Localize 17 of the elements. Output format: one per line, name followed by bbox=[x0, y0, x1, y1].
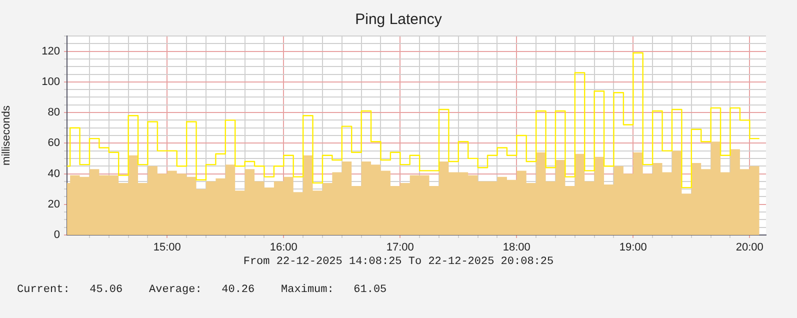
y-tick-label: 40 bbox=[48, 168, 60, 180]
chart-title: Ping Latency bbox=[354, 11, 443, 28]
x-tick-label: 18:00 bbox=[502, 242, 530, 254]
x-tick-label: 19:00 bbox=[619, 242, 647, 254]
y-axis-title: milliseconds bbox=[0, 105, 13, 166]
y-tick-label: 60 bbox=[48, 137, 60, 150]
y-tick-label: 80 bbox=[48, 106, 60, 119]
x-tick-label: 15:00 bbox=[153, 242, 181, 254]
text: Current: 45.06 Average: 40.26 Maximum: 61.05 bbox=[17, 284, 387, 296]
y-tick-label: 20 bbox=[48, 198, 60, 210]
y-tick-label: 120 bbox=[42, 45, 60, 58]
x-tick-label: 20:00 bbox=[736, 242, 764, 254]
text: From 22-12-2025 14:08:25 To 22-12-2025 20:08:25 bbox=[242, 256, 555, 268]
x-tick-label: 16:00 bbox=[270, 242, 298, 254]
x-tick-label: 17:00 bbox=[386, 242, 414, 254]
y-tick-label: 100 bbox=[42, 76, 60, 88]
y-tick-label: 0 bbox=[54, 229, 60, 242]
